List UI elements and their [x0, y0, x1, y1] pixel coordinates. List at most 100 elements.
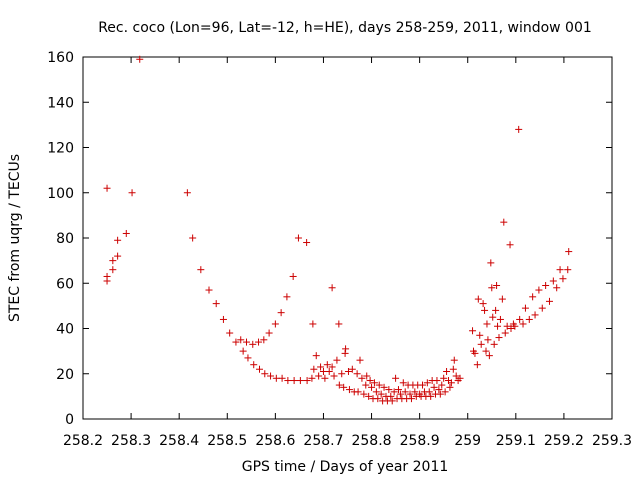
data-point [406, 390, 414, 398]
data-point [243, 338, 251, 346]
data-point [212, 300, 220, 308]
data-point [481, 306, 489, 314]
data-point [519, 320, 527, 328]
data-point [284, 377, 292, 385]
data-point [244, 354, 252, 362]
y-tick-label: 0 [65, 412, 74, 428]
x-tick-label: 258.3 [111, 433, 151, 449]
data-point [278, 374, 286, 382]
data-point [312, 352, 320, 360]
data-point [277, 309, 285, 317]
data-point [490, 340, 498, 348]
data-point [289, 272, 297, 280]
data-point [529, 293, 537, 301]
data-point [446, 383, 454, 391]
data-point [515, 125, 523, 133]
data-point [309, 320, 317, 328]
data-point [485, 352, 493, 360]
data-point [493, 282, 501, 290]
data-point [237, 336, 245, 344]
data-point [419, 381, 427, 389]
data-point [328, 284, 336, 292]
data-point [399, 379, 407, 387]
data-point [501, 329, 509, 337]
data-point [430, 383, 438, 391]
data-point [565, 248, 573, 256]
data-point [328, 363, 336, 371]
data-point [549, 277, 557, 285]
data-point [495, 334, 503, 342]
data-point [542, 282, 550, 290]
data-point [441, 388, 449, 396]
data-point [317, 363, 325, 371]
data-point [392, 374, 400, 382]
data-point [205, 286, 213, 294]
data-point [456, 374, 464, 382]
data-point [338, 370, 346, 378]
data-point [308, 374, 316, 382]
data-point [503, 322, 511, 330]
data-point [407, 395, 415, 403]
data-point [447, 379, 455, 387]
data-point [388, 397, 396, 405]
x-tick-label: 258.8 [351, 433, 391, 449]
y-tick-label: 40 [56, 322, 74, 338]
data-point [136, 55, 144, 63]
x-tick-label: 258.5 [207, 433, 247, 449]
data-point [489, 313, 497, 321]
data-point [335, 381, 343, 389]
data-point [232, 338, 240, 346]
data-point [219, 315, 227, 323]
data-point [250, 361, 258, 369]
data-point [294, 234, 302, 242]
data-point [358, 374, 366, 382]
data-point [197, 266, 205, 274]
data-point [401, 388, 409, 396]
data-point [103, 277, 111, 285]
data-point [271, 320, 279, 328]
data-point [353, 370, 361, 378]
data-point [425, 388, 433, 396]
data-point [390, 388, 398, 396]
x-tick-label: 258.9 [400, 433, 440, 449]
data-point [303, 377, 311, 385]
data-point [335, 320, 343, 328]
data-point [344, 367, 352, 375]
data-point [345, 386, 353, 394]
data-point [438, 381, 446, 389]
data-point [433, 377, 441, 385]
data-point [261, 370, 269, 378]
data-point [323, 361, 331, 369]
data-point [255, 365, 263, 373]
data-point [511, 322, 519, 330]
data-point [296, 377, 304, 385]
data-point [556, 266, 564, 274]
data-point [488, 284, 496, 292]
data-point [365, 392, 373, 400]
data-point [340, 383, 348, 391]
y-tick-label: 20 [56, 367, 74, 383]
data-point [356, 356, 364, 364]
data-point [387, 392, 395, 400]
data-point [482, 347, 490, 355]
chart-title: Rec. coco (Lon=96, Lat=-12, h=HE), days … [98, 20, 592, 36]
data-point [363, 372, 371, 380]
data-point [189, 234, 197, 242]
data-point [479, 300, 487, 308]
data-point [342, 345, 350, 353]
data-point [494, 322, 502, 330]
data-point [348, 365, 356, 373]
x-tick-label: 258.2 [63, 433, 103, 449]
data-point [427, 392, 435, 400]
data-point [362, 381, 370, 389]
data-point [385, 386, 393, 394]
x-tick-label: 259.3 [592, 433, 632, 449]
data-point [226, 329, 234, 337]
data-point [498, 295, 506, 303]
data-point [354, 388, 362, 396]
x-tick-label: 258.4 [159, 433, 199, 449]
data-point [114, 252, 122, 260]
data-point [330, 372, 338, 380]
data-point [315, 372, 323, 380]
x-tick-label: 258.7 [303, 433, 343, 449]
